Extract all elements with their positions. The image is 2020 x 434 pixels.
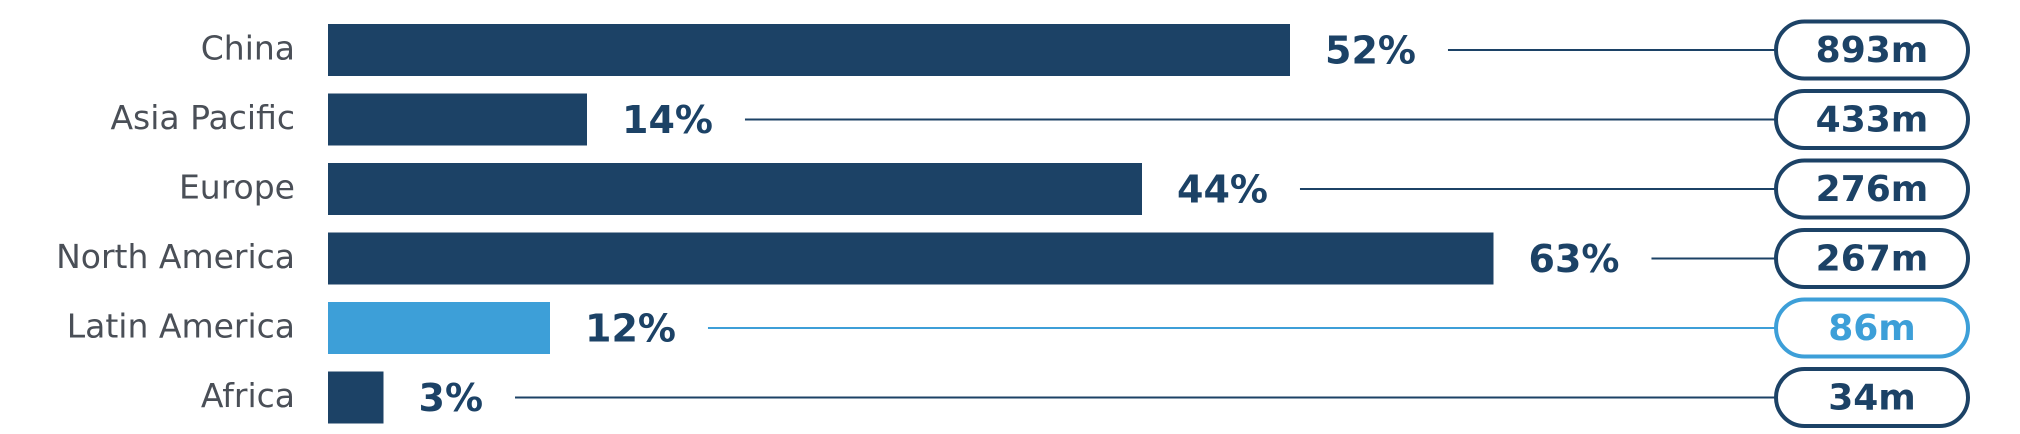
category-label: Latin America (67, 307, 295, 346)
value-label: 63% (1529, 237, 1620, 281)
total-label: 267m (1816, 239, 1929, 280)
total-label: 34m (1828, 378, 1916, 419)
category-label: Europe (179, 168, 295, 207)
total-pill (1774, 228, 1970, 289)
category-label: Asia Pacific (110, 98, 295, 137)
value-label: 3% (419, 376, 484, 420)
category-label: Africa (201, 376, 295, 415)
total-pill (1774, 158, 1970, 220)
total-label: 893m (1816, 30, 1929, 71)
total-pill (1774, 297, 1970, 359)
bar (328, 163, 1142, 215)
bar (328, 302, 550, 354)
total-pill (1774, 367, 1970, 428)
bar (328, 24, 1290, 76)
value-label: 12% (585, 307, 676, 351)
category-label: China (201, 29, 295, 68)
bar (328, 232, 1494, 285)
total-label: 86m (1828, 308, 1916, 349)
total-label: 433m (1816, 100, 1929, 141)
total-pill (1774, 89, 1970, 150)
total-label: 276m (1816, 169, 1929, 210)
value-label: 14% (622, 98, 713, 142)
bar (328, 371, 384, 424)
value-label: 44% (1177, 168, 1268, 212)
value-label: 52% (1325, 29, 1416, 73)
total-pill (1774, 19, 1970, 81)
bar (328, 93, 587, 146)
category-label: North America (56, 237, 295, 276)
